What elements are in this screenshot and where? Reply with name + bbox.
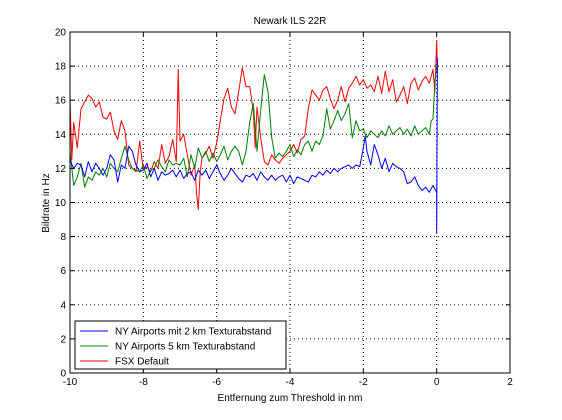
series-line-1	[69, 57, 438, 234]
x-tick-label: -2	[359, 377, 368, 388]
legend-box	[74, 320, 287, 370]
x-axis-label: Entfernung zum Threshold in nm	[218, 393, 363, 404]
y-tick-label: 2	[60, 334, 66, 345]
y-tick-label: 8	[60, 232, 66, 243]
x-tick-labels: -10 -8 -6 -4 -2 0 2	[63, 377, 513, 388]
y-tick-label: 16	[55, 96, 67, 107]
x-tick-label: -4	[286, 377, 295, 388]
y-tick-label: 14	[55, 130, 67, 141]
x-tick-label: -10	[63, 377, 78, 388]
legend: NY Airports mit 2 km Texturabstand NY Air…	[74, 320, 287, 370]
y-tick-label: 20	[55, 28, 67, 39]
y-tick-label: 10	[55, 198, 67, 209]
legend-entries: NY Airports mit 2 km Texturabstand NY Air…	[80, 327, 271, 368]
y-tick-label: 0	[60, 369, 66, 380]
legend-label-1: NY Airports mit 2 km Texturabstand	[115, 327, 271, 338]
chart-title: Newark ILS 22R	[254, 16, 327, 27]
y-tick-label: 18	[55, 62, 67, 73]
x-tick-label: -8	[139, 377, 148, 388]
series-line-2	[69, 66, 438, 188]
series-group	[69, 40, 438, 234]
x-tick-label: 0	[434, 377, 440, 388]
legend-label-2: NY Airports 5 km Texturabstand	[115, 342, 255, 353]
y-axis-label: Bildrate in Hz	[41, 173, 52, 232]
grid	[70, 32, 510, 373]
x-tick-label: 2	[507, 377, 513, 388]
legend-label-3: FSX Default	[115, 357, 169, 368]
ticks	[69, 31, 511, 374]
x-tick-label: -6	[212, 377, 221, 388]
y-tick-labels: 0 2 4 6 8 10 12 14 16 18 20	[55, 28, 67, 380]
y-tick-label: 6	[60, 266, 66, 277]
y-tick-label: 12	[55, 164, 67, 175]
y-tick-label: 4	[60, 300, 66, 311]
plot-area: -10 -8 -6 -4 -2 0 2 0 2 4 6 8 10 12 14 16 18 20	[55, 28, 513, 389]
